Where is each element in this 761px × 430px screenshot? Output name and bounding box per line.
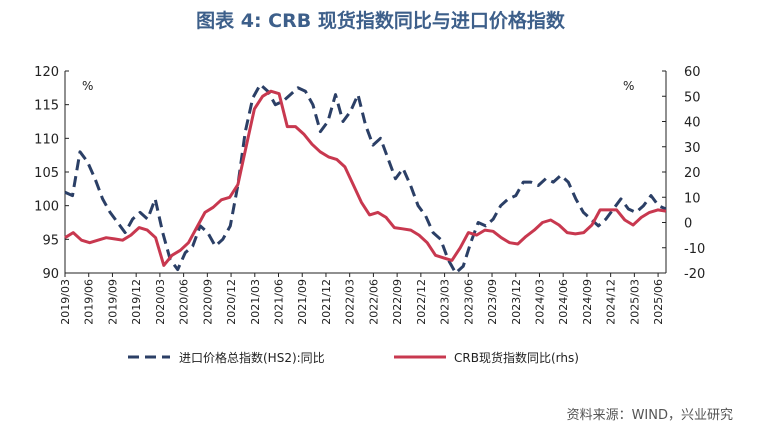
x-tick-label: 2023/06 xyxy=(462,279,475,325)
x-tick-label: 2023/12 xyxy=(510,279,523,325)
right-tick-label: 0 xyxy=(684,217,692,232)
right-unit-label: % xyxy=(623,79,634,93)
left-tick-label: 110 xyxy=(34,132,59,147)
source-note: 资料来源：WIND，兴业研究 xyxy=(566,408,733,423)
right-tick-label: 10 xyxy=(684,191,701,206)
x-tick-label: 2023/03 xyxy=(439,279,452,325)
x-tick-label: 2025/03 xyxy=(628,279,641,325)
x-tick-label: 2023/09 xyxy=(486,279,499,325)
x-tick-label: 2020/09 xyxy=(201,279,214,325)
right-tick-label: 50 xyxy=(684,90,701,105)
chart-title: 图表 4: CRB 现货指数同比与进口价格指数 xyxy=(196,10,565,32)
x-tick-label: 2022/09 xyxy=(391,279,404,325)
left-tick-label: 120 xyxy=(34,65,59,80)
x-tick-label: 2024/06 xyxy=(557,279,570,325)
x-tick-label: 2020/12 xyxy=(225,279,238,325)
right-tick-label: 60 xyxy=(684,65,701,80)
x-tick-label: 2024/12 xyxy=(605,279,618,325)
x-tick-label: 2020/03 xyxy=(154,279,167,325)
x-tick-label: 2024/09 xyxy=(581,279,594,325)
left-unit-label: % xyxy=(82,79,93,93)
right-tick-label: -10 xyxy=(684,242,705,257)
left-tick-label: 100 xyxy=(34,200,59,215)
right-tick-label: 40 xyxy=(684,116,701,131)
left-tick-label: 95 xyxy=(42,233,59,248)
series-line-2 xyxy=(64,89,667,267)
x-tick-label: 2019/12 xyxy=(130,279,143,325)
x-tick-label: 2022/12 xyxy=(415,279,428,325)
right-tick-label: 20 xyxy=(684,166,701,181)
legend-label-2: CRB现货指数同比(rhs) xyxy=(454,350,579,365)
legend-label-1: 进口价格总指数(HS2):同比 xyxy=(179,350,325,365)
left-tick-label: 115 xyxy=(34,99,59,114)
x-tick-label: 2019/06 xyxy=(83,279,96,325)
x-tick-label: 2022/03 xyxy=(344,279,357,325)
right-tick-label: 30 xyxy=(684,141,701,156)
x-tick-label: 2021/06 xyxy=(273,279,286,325)
x-tick-label: 2022/06 xyxy=(367,279,380,325)
x-tick-label: 2025/06 xyxy=(652,279,665,325)
x-tick-label: 2024/03 xyxy=(533,279,546,325)
x-tick-label: 2019/03 xyxy=(59,279,72,325)
series-lines xyxy=(64,83,667,275)
legend: 进口价格总指数(HS2):同比 CRB现货指数同比(rhs) xyxy=(128,350,579,365)
x-tick-label: 2021/09 xyxy=(296,279,309,325)
left-tick-label: 105 xyxy=(34,166,59,181)
x-tick-label: 2021/03 xyxy=(249,279,262,325)
axes: 90 95 100 105 110 115 120 -20 -10 0 10 20 30 40 50 60%%… xyxy=(34,65,705,325)
series-line-1 xyxy=(64,83,667,275)
x-tick-label: 2021/12 xyxy=(320,279,333,325)
right-tick-label: -20 xyxy=(684,267,705,282)
x-tick-label: 2019/09 xyxy=(106,279,119,325)
x-tick-label: 2020/06 xyxy=(178,279,191,325)
left-tick-label: 90 xyxy=(42,267,59,282)
